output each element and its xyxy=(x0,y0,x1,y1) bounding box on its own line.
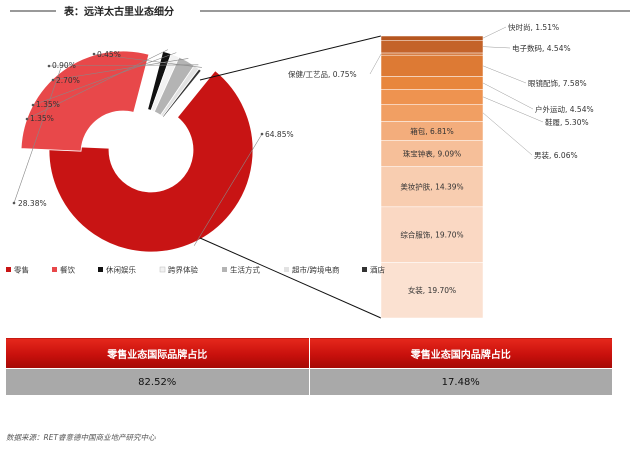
column-segment-label: 鞋履, 5.30% xyxy=(545,117,589,127)
legend-label: 超市/跨境电商 xyxy=(292,265,340,275)
legend-label: 休闲娱乐 xyxy=(106,265,136,275)
column-leader-line xyxy=(482,65,527,84)
brand-share-value-row: 82.52% 17.48% xyxy=(5,368,613,396)
donut-value-label: 0.45% xyxy=(97,50,121,59)
legend-swatch xyxy=(222,267,227,272)
column-segment-label: 女装, 19.70% xyxy=(408,285,456,295)
donut-label-dot xyxy=(25,117,29,121)
data-source: 数据来源：RET睿意德中国商业地产研究中心 xyxy=(6,433,156,442)
column-segment-label: 综合服饰, 19.70% xyxy=(400,230,463,240)
donut-label-dot xyxy=(92,52,96,56)
column-segment-label: 珠宝钟表, 9.09% xyxy=(403,148,462,158)
brand-share-header-row: 零售业态国际品牌占比 零售业态国内品牌占比 xyxy=(5,337,613,369)
legend-label: 酒店 xyxy=(370,265,385,275)
legend-swatch xyxy=(159,266,166,273)
column-segment-label: 美妆护肤, 14.39% xyxy=(400,182,463,192)
donut-value-label: 0.90% xyxy=(52,61,76,70)
donut-leader-line xyxy=(193,133,263,246)
column-leader-line xyxy=(482,112,533,156)
donut-leader-line xyxy=(52,58,189,81)
donut-leader-line xyxy=(93,53,202,68)
column-segment xyxy=(380,262,484,319)
column-segment xyxy=(380,206,484,263)
legend-label: 跨界体验 xyxy=(168,265,198,275)
column-leader-line xyxy=(482,96,544,123)
chart-title: 表：远洋太古里业态细分 xyxy=(63,5,174,18)
donut-value-label: 1.35% xyxy=(30,114,54,123)
column-leader-line xyxy=(482,26,507,39)
donut-leader-line xyxy=(26,49,169,120)
column-segment xyxy=(380,52,484,56)
donut-value-label: 2.70% xyxy=(56,76,80,85)
donut-label-dot xyxy=(31,103,35,107)
column-segment-label: 户外运动, 4.54% xyxy=(535,104,594,114)
donut-leader-line xyxy=(13,68,61,204)
legend-swatch xyxy=(98,267,103,272)
breakdown-connector-line xyxy=(199,35,382,81)
brand-share-table: 零售业态国际品牌占比 零售业态国内品牌占比 82.52% 17.48% xyxy=(5,337,613,396)
legend-swatch xyxy=(362,267,367,272)
donut-label-dot xyxy=(260,132,264,136)
legend-swatch xyxy=(6,267,11,272)
column-segment xyxy=(380,35,484,41)
donut-slice xyxy=(20,50,150,152)
donut-value-label: 1.35% xyxy=(36,100,60,109)
legend-swatch xyxy=(284,267,289,272)
legend-label: 零售 xyxy=(14,265,29,275)
legend-label: 餐饮 xyxy=(60,265,75,275)
column-leader-line xyxy=(482,46,511,49)
donut-label-dot xyxy=(51,78,55,82)
donut-chart: 64.85% 28.38% 1.35% 1.35% 2.70% 0.90% 0.45% xyxy=(12,49,294,253)
column-segment-label: 箱包, 6.81% xyxy=(410,126,454,136)
donut-value-label: 28.38% xyxy=(18,199,47,208)
breakdown-connector-line xyxy=(199,237,382,319)
donut-label-dot xyxy=(12,201,16,205)
donut-value-label: 64.85% xyxy=(265,130,294,139)
stacked-column-chart: 快时尚, 1.51% 电子数码, 4.54% 保健/工艺品, 0.75% 眼镜配饰, … xyxy=(199,22,594,319)
legend-label: 生活方式 xyxy=(230,265,260,275)
international-brand-value: 82.52% xyxy=(5,368,310,396)
international-brand-header: 零售业态国际品牌占比 xyxy=(5,337,310,369)
column-segment-label: 保健/工艺品, 0.75% xyxy=(288,69,357,79)
column-segment xyxy=(380,54,484,77)
donut-legend: 零售 餐饮 休闲娱乐 跨界体验 生活方式 超市/跨境电商 酒店 xyxy=(6,265,385,275)
domestic-brand-value: 17.48% xyxy=(308,368,613,396)
retail-format-chart: 表：远洋太古里业态细分 64.85% 28.38% 1.35% 1.35% 2.70% 0… xyxy=(6,5,630,319)
donut-slice xyxy=(161,68,202,118)
column-leader-line xyxy=(369,54,382,75)
column-segment-label: 快时尚, 1.51% xyxy=(508,22,559,32)
donut-slice xyxy=(48,70,254,253)
donut-label-dot xyxy=(47,64,51,68)
column-segment-label: 眼镜配饰, 7.58% xyxy=(528,78,587,88)
column-segment xyxy=(380,76,484,90)
domestic-brand-header: 零售业态国内品牌占比 xyxy=(308,337,613,369)
column-segment xyxy=(380,89,484,105)
column-segment-label: 电子数码, 4.54% xyxy=(512,43,571,53)
legend-swatch xyxy=(52,267,57,272)
column-segment-label: 男装, 6.06% xyxy=(534,150,578,160)
column-leader-line xyxy=(482,82,534,110)
donut-leader-line xyxy=(48,64,199,67)
column-segment xyxy=(380,166,484,208)
column-segment xyxy=(380,40,484,54)
column-segment xyxy=(380,104,484,122)
